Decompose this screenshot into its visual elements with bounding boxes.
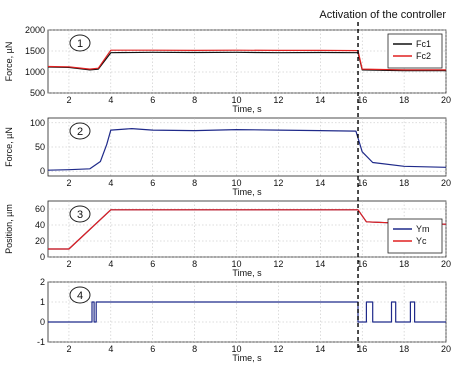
x-tick-label: 14 bbox=[315, 178, 325, 188]
panel-badge bbox=[69, 34, 91, 52]
x-tick-label: 10 bbox=[232, 178, 242, 188]
x-tick-label: 20 bbox=[441, 178, 451, 188]
legend-label: Fc2 bbox=[416, 51, 431, 61]
activation-annotation: Activation of the controller bbox=[319, 9, 446, 21]
x-tick-label: 6 bbox=[150, 178, 155, 188]
plot-area bbox=[47, 117, 447, 177]
panel-badge-number: 4 bbox=[77, 290, 83, 302]
y-tick-label: -1 bbox=[37, 337, 45, 347]
x-tick-label: 4 bbox=[108, 95, 113, 105]
x-tick-label: 2 bbox=[66, 344, 71, 354]
x-tick-label: 18 bbox=[399, 178, 409, 188]
legend-label: Fc1 bbox=[416, 39, 431, 49]
panel-badge bbox=[69, 122, 91, 140]
panel-badge bbox=[69, 205, 91, 223]
x-tick-label: 8 bbox=[192, 178, 197, 188]
legend-box bbox=[387, 33, 443, 69]
x-axis-label: Time, s bbox=[232, 187, 262, 197]
x-tick-label: 8 bbox=[192, 344, 197, 354]
y-axis-label: Force, µN bbox=[4, 42, 14, 82]
y-tick-label: 50 bbox=[35, 142, 45, 152]
y-tick-label: 40 bbox=[35, 220, 45, 230]
x-tick-label: 10 bbox=[232, 95, 242, 105]
x-tick-label: 14 bbox=[315, 344, 325, 354]
x-tick-label: 8 bbox=[192, 95, 197, 105]
x-tick-label: 12 bbox=[273, 178, 283, 188]
x-tick-label: 10 bbox=[232, 259, 242, 269]
y-tick-label: 0 bbox=[40, 252, 45, 262]
panel-badge-number: 2 bbox=[77, 126, 83, 138]
x-tick-label: 8 bbox=[192, 259, 197, 269]
series-line-signal bbox=[48, 301, 446, 323]
y-tick-label: 0 bbox=[40, 166, 45, 176]
series-line-fc2 bbox=[47, 49, 446, 71]
legend-label: Ym bbox=[416, 224, 430, 234]
x-tick-label: 16 bbox=[357, 344, 367, 354]
panel-badge-number: 3 bbox=[77, 209, 83, 221]
y-tick-label: 60 bbox=[35, 204, 45, 214]
x-tick-label: 16 bbox=[357, 259, 367, 269]
x-tick-label: 18 bbox=[399, 344, 409, 354]
x-tick-label: 20 bbox=[441, 344, 451, 354]
x-axis-label: Time, s bbox=[232, 104, 262, 114]
y-axis-label: Force, µN bbox=[4, 127, 14, 167]
x-axis-label: Time, s bbox=[232, 268, 262, 278]
x-tick-label: 2 bbox=[66, 95, 71, 105]
y-tick-label: 500 bbox=[30, 88, 45, 98]
y-tick-label: 20 bbox=[35, 236, 45, 246]
y-tick-label: 1 bbox=[40, 297, 45, 307]
x-tick-label: 14 bbox=[315, 95, 325, 105]
panel-1: 2 4 6 8 10 12 14 16 18 20 500 1000 1500 2000 Time, s Fo… bbox=[4, 25, 451, 114]
plot-area bbox=[47, 281, 447, 343]
x-tick-label: 12 bbox=[273, 344, 283, 354]
x-tick-label: 18 bbox=[399, 95, 409, 105]
y-tick-label: 0 bbox=[40, 317, 45, 327]
y-tick-label: 100 bbox=[30, 118, 45, 128]
y-tick-label: 2000 bbox=[25, 25, 45, 35]
y-tick-label: 1500 bbox=[25, 46, 45, 56]
panel-2: 2 4 6 8 10 12 14 16 18 20 0 50 100 Time, s Force, µN 2 bbox=[4, 117, 451, 197]
x-tick-label: 20 bbox=[441, 95, 451, 105]
x-tick-label: 12 bbox=[273, 259, 283, 269]
x-tick-label: 4 bbox=[108, 344, 113, 354]
series-line-signal bbox=[47, 128, 447, 171]
x-tick-label: 2 bbox=[66, 259, 71, 269]
x-tick-label: 16 bbox=[357, 95, 367, 105]
x-tick-label: 6 bbox=[150, 259, 155, 269]
panel-badge bbox=[69, 286, 91, 304]
x-tick-label: 4 bbox=[108, 178, 113, 188]
panel-3: 2 4 6 8 10 12 14 16 18 20 0 20 40 60 Time, s Position, … bbox=[4, 200, 451, 278]
panel-badge-number: 1 bbox=[77, 38, 83, 50]
plot-area bbox=[47, 29, 447, 94]
x-tick-label: 6 bbox=[150, 95, 155, 105]
x-tick-label: 16 bbox=[357, 178, 367, 188]
x-tick-label: 18 bbox=[399, 259, 409, 269]
x-tick-label: 4 bbox=[108, 259, 113, 269]
x-tick-label: 20 bbox=[441, 259, 451, 269]
x-axis-label: Time, s bbox=[232, 353, 262, 363]
x-tick-label: 2 bbox=[66, 178, 71, 188]
y-tick-label: 2 bbox=[40, 277, 45, 287]
x-tick-label: 14 bbox=[315, 259, 325, 269]
x-tick-label: 6 bbox=[150, 344, 155, 354]
x-tick-label: 12 bbox=[273, 95, 283, 105]
legend-label: Yc bbox=[416, 236, 427, 246]
y-tick-label: 1000 bbox=[25, 67, 45, 77]
y-axis-label: Position, µm bbox=[4, 204, 14, 254]
legend-box bbox=[387, 218, 443, 254]
x-tick-label: 10 bbox=[232, 344, 242, 354]
